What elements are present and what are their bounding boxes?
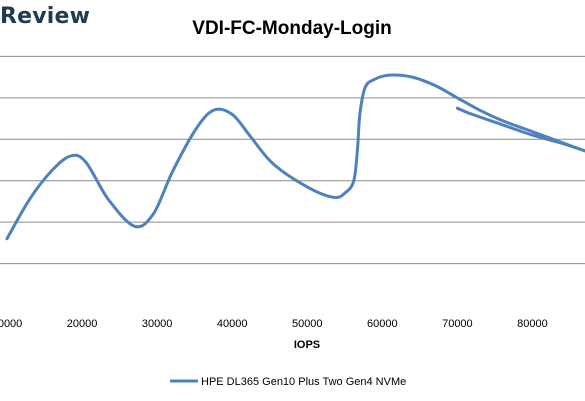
x-axis-ticks: 10000 20000 30000 40000 50000 60000 70000 80000	[0, 318, 548, 330]
legend: HPE DL365 Gen10 Plus Two Gen4 NVMe	[170, 376, 406, 388]
gridlines	[0, 55, 585, 265]
x-tick-label: 20000	[67, 318, 98, 330]
x-tick-label: 50000	[292, 318, 323, 330]
x-tick-label: 40000	[217, 318, 248, 330]
series-lines	[5, 73, 585, 241]
legend-label: HPE DL365 Gen10 Plus Two Gen4 NVMe	[201, 376, 406, 388]
x-tick-label: 30000	[142, 318, 173, 330]
x-axis-label: IOPS	[294, 339, 320, 351]
chart-title: VDI-FC-Monday-Login	[192, 18, 391, 39]
series-line	[5, 73, 585, 241]
x-tick-label: 70000	[442, 318, 473, 330]
x-tick-label: 80000	[517, 318, 548, 330]
x-tick-label: 60000	[367, 318, 398, 330]
brand-wordmark: Review	[0, 4, 91, 29]
x-tick-label: 10000	[0, 318, 22, 330]
